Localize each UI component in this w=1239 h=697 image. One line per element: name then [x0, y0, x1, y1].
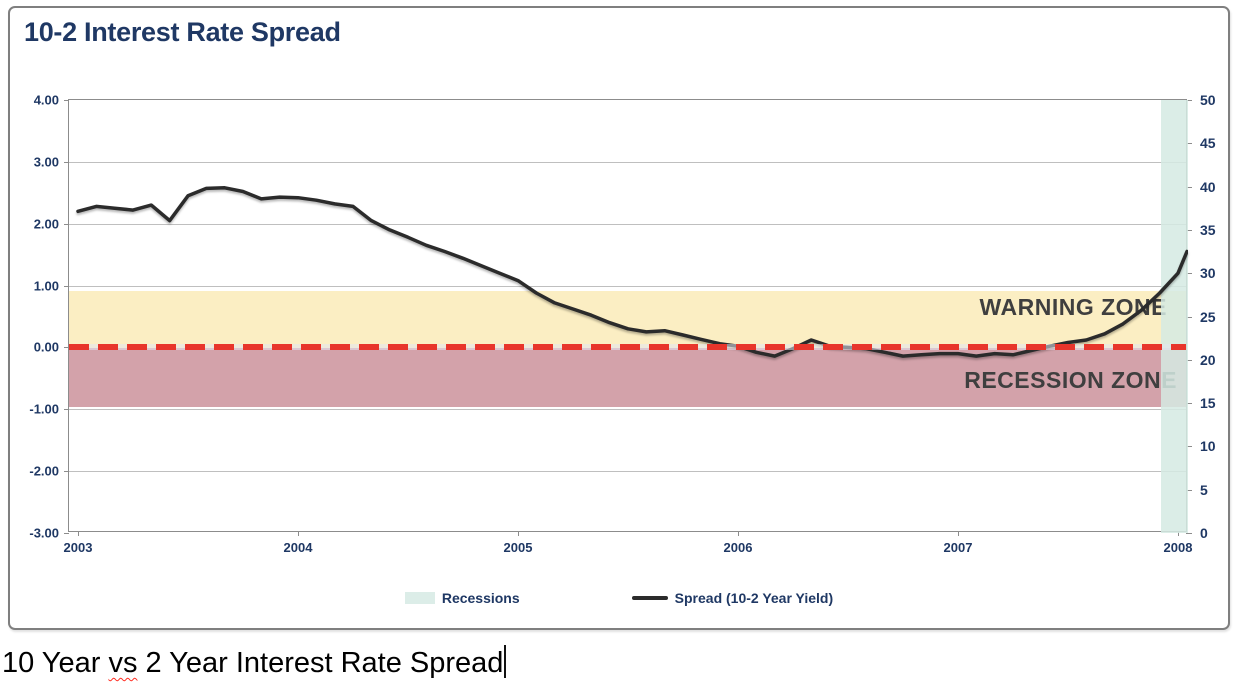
y-axis-left-label: 1.00 [33, 278, 59, 293]
y-axis-left-label: 2.00 [33, 216, 59, 232]
y-axis-right-label: 40 [1200, 178, 1216, 195]
y-axis-left-tick [64, 285, 69, 287]
chart-title: 10-2 Interest Rate Spread [24, 17, 341, 47]
y-axis-right-tick [1186, 403, 1192, 405]
spread-line-chart [76, 186, 1188, 358]
recession-zone-band [69, 347, 1186, 407]
y-axis-right-label: 0 [1200, 525, 1208, 541]
x-axis-label: 2006 [723, 540, 753, 555]
chart-legend: Recessions Spread (10-2 Year Yield) [10, 590, 1228, 606]
warning-zone-band [69, 290, 1186, 348]
y-axis-left-tick [64, 223, 69, 225]
y-axis-left-tick [64, 100, 69, 101]
y-axis-right-tick [1186, 186, 1192, 188]
y-axis-right-label: 50 [1200, 92, 1216, 108]
y-axis-right-tick [1186, 359, 1192, 361]
recession-zone-label: RECESSION ZONE [964, 367, 1177, 393]
x-axis-tick [78, 531, 79, 536]
y-axis-right-tick [1186, 446, 1192, 448]
y-axis-right-label: 15 [1200, 395, 1216, 412]
y-axis-right-tick [1186, 229, 1192, 231]
x-axis-tick [958, 531, 959, 536]
y-axis-right-label: 10 [1200, 438, 1216, 455]
caption-text-line[interactable]: 10 Year vs 2 Year Interest Rate Spread [2, 645, 507, 680]
x-axis-tick [298, 531, 299, 536]
y-axis-left-label: -3.00 [29, 525, 59, 541]
caption-part-after: 2 Year Interest Rate Spread [137, 647, 504, 679]
y-axis-right-tick [1186, 100, 1192, 101]
y-axis-left-tick [64, 533, 69, 534]
y-axis-right-tick [1186, 316, 1192, 318]
spread-line [76, 186, 1188, 358]
gridline [69, 409, 1186, 411]
y-axis-left-label: 0.00 [33, 339, 59, 355]
x-axis-tick [518, 531, 519, 536]
plot-area: WARNING ZONE RECESSION ZONE 4.00 3.00 2.00… [29, 92, 1215, 555]
y-axis-left-tick [64, 409, 69, 411]
y-axis-left-label: 3.00 [33, 154, 59, 170]
chart-container: 10-2 Interest Rate Spread WARNING ZONE R… [8, 6, 1230, 630]
caption-part-before: 10 Year [2, 647, 109, 679]
y-axis-right-label: 35 [1200, 221, 1216, 238]
legend-item-spread: Spread (10-2 Year Yield) [631, 590, 834, 606]
text-cursor-caret [504, 645, 507, 678]
recession-band-swatch [404, 592, 435, 604]
y-axis-right-tick [1186, 143, 1192, 145]
y-axis-right-label: 5 [1200, 481, 1208, 498]
x-axis-label: 2003 [63, 540, 93, 555]
y-axis-right-tick [1186, 489, 1192, 491]
x-axis-label: 2007 [943, 540, 973, 555]
y-axis-left-label: -2.00 [29, 463, 59, 479]
caption-misspelled-word: vs [108, 647, 138, 679]
zero-dashed-line [69, 344, 1186, 350]
y-axis-right-label: 30 [1200, 265, 1216, 282]
legend-label-recessions: Recessions [441, 590, 520, 606]
x-axis-tick [1178, 531, 1179, 536]
y-axis-left-label: 4.00 [33, 92, 59, 108]
gridline [69, 471, 1186, 473]
x-axis-label: 2004 [283, 540, 313, 555]
y-axis-right-label: 20 [1200, 351, 1216, 368]
legend-label-spread: Spread (10-2 Year Yield) [674, 590, 834, 606]
legend-item-recessions: Recessions [404, 590, 520, 606]
gridline [69, 161, 1186, 163]
gridline [69, 223, 1186, 225]
y-axis-left-label: -1.00 [29, 401, 59, 417]
x-axis-tick [738, 531, 739, 536]
x-axis-label: 2008 [1163, 540, 1193, 555]
y-axis-left-tick [64, 471, 69, 473]
gridline [69, 285, 1186, 287]
y-axis-left-tick [64, 161, 69, 163]
recession-period-band [1161, 100, 1188, 533]
line-swatch [631, 596, 668, 600]
x-axis-label: 2005 [503, 540, 533, 555]
y-axis-right-tick [1186, 273, 1192, 275]
y-axis-right-tick [1186, 533, 1192, 534]
y-axis-left-tick [64, 347, 69, 349]
y-axis-right-label: 45 [1200, 135, 1216, 152]
y-axis-right-label: 25 [1200, 308, 1216, 325]
